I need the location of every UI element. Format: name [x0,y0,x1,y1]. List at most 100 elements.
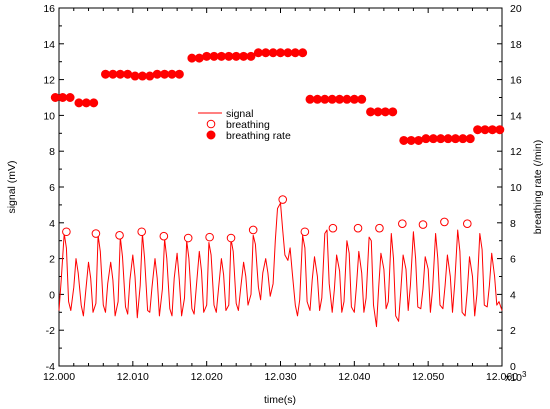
x-axis-multiplier-base: x10 [505,372,522,384]
y-right-tick-label: 8 [510,218,516,230]
y-right-tick-label: 16 [510,75,522,87]
series-layer [50,48,505,328]
x-axis-multiplier-exponent: 3 [522,370,527,379]
breathing-rate-point [276,48,285,58]
breathing-rate-point [342,94,352,104]
legend-label-signal: signal [226,108,253,120]
breathing-rate-point [406,135,416,145]
breathing-rate-point [473,125,483,135]
breathing-rate-point [187,53,197,63]
y-left-tick-label: 14 [43,39,55,51]
breathing-point [353,223,363,233]
y-left-tick-label: -2 [46,325,55,337]
breathing-rate-point [443,134,453,144]
breathing-rate-point [115,69,125,79]
breathing-rate-point [305,94,315,104]
breathing-rate-point [436,134,446,144]
breathing-rate-point [495,125,505,135]
y-left-tick-label: 6 [49,182,55,194]
breathing-rate-point [130,71,140,81]
breathing-rate-point [216,51,226,61]
breathing-point [300,227,310,237]
breathing-point [440,217,449,227]
breathing-rate-point [349,94,359,104]
breathing-rate-point [366,107,376,117]
y-right-tick-label: 20 [510,3,522,15]
y-right-tick-label: 2 [510,325,516,337]
breathing-rate-point [335,94,345,104]
breathing-rate-point [160,69,170,79]
breathing-rate-point [421,134,431,144]
y-right-tick-label: 6 [510,254,516,266]
breathing-rate-point [224,51,234,61]
breathing-rate-point [101,69,111,79]
breathing-rate-point [290,48,300,58]
breathing-point [205,232,214,242]
breathing-rate-point [209,51,219,61]
breathing-rate-point [357,94,367,104]
breathing-rate-point [450,134,460,144]
breathing-rate-point [108,69,118,79]
x-axis-multiplier: x103 [505,370,527,384]
y-left-tick-label: 2 [49,254,55,266]
breathing-rate-point [123,69,133,79]
plot-area-frame [58,7,503,367]
y-left-tick-label: -4 [46,361,55,373]
breathing-point [183,233,193,243]
y-right-tick-label: 10 [510,182,522,194]
y-right-axis-ticks: 0 2 4 6 8 10 12 14 16 18 20 [497,3,522,373]
breathing-rate-point [283,48,293,58]
breathing-rate-point [145,71,155,81]
breathing-point [398,219,407,228]
breathing-point [137,227,146,237]
legend-swatch-breathing [206,119,216,129]
breathing-rate-point [414,135,424,145]
breathing-point [91,229,101,238]
y-right-tick-label: 4 [510,289,516,301]
breathing-point [328,223,338,233]
breathing-rate-point [50,93,60,102]
breathing-point [278,195,288,204]
x-tick-label: 12.040 [338,371,370,383]
breathing-rate-point [327,94,337,104]
breathing-rate-point [194,53,204,63]
y-left-tick-label: 10 [43,110,55,122]
y-right-tick-label: 14 [510,110,522,122]
breathing-rate-point [261,48,271,58]
y-left-tick-label: 8 [49,146,55,158]
breathing-rate-point [388,107,398,117]
breathing-rate-point [480,125,490,135]
y-left-axis-ticks: -4 -2 0 2 4 6 8 10 12 14 16 [43,3,64,373]
y-left-tick-label: 4 [49,218,55,230]
y-left-tick-label: 16 [43,3,55,15]
y-right-tick-label: 12 [510,146,522,158]
breathing-rate-point [58,93,68,102]
breathing-rate-point [312,94,322,104]
y-left-axis-title: signal (mV) [6,160,18,213]
y-right-axis-title: breathing rate (/min) [532,140,544,235]
x-tick-label: 12.060 [486,371,518,383]
y-left-tick-label: 0 [49,289,55,301]
x-axis-ticks: 12.000 12.010 12.020 12.030 12.040 12.050 12.0… [43,8,518,383]
legend-label-breathing-rate: breathing rate [226,130,291,142]
breathing-point [248,225,258,235]
breathing-rate-point [487,125,497,135]
breathing-rate-point [373,107,383,117]
breathing-rate-point [167,69,177,79]
breathing-rate-point [458,134,468,144]
breathing-rate-point [65,93,75,102]
breathing-rate-point [231,51,241,61]
legend-label-breathing: breathing [226,119,270,131]
breathing-rate-point [399,135,409,145]
breathing-rate-point [268,48,278,58]
breathing-point [62,227,71,237]
x-tick-label: 12.020 [191,371,223,383]
breathing-point [115,231,124,240]
x-tick-label: 12.030 [264,371,296,383]
breathing-rate-point [202,51,212,61]
breathing-point [159,231,169,241]
y-right-tick-label: 18 [510,39,522,51]
x-axis-title: time(s) [264,394,296,406]
breathing-rate-point [152,69,162,79]
